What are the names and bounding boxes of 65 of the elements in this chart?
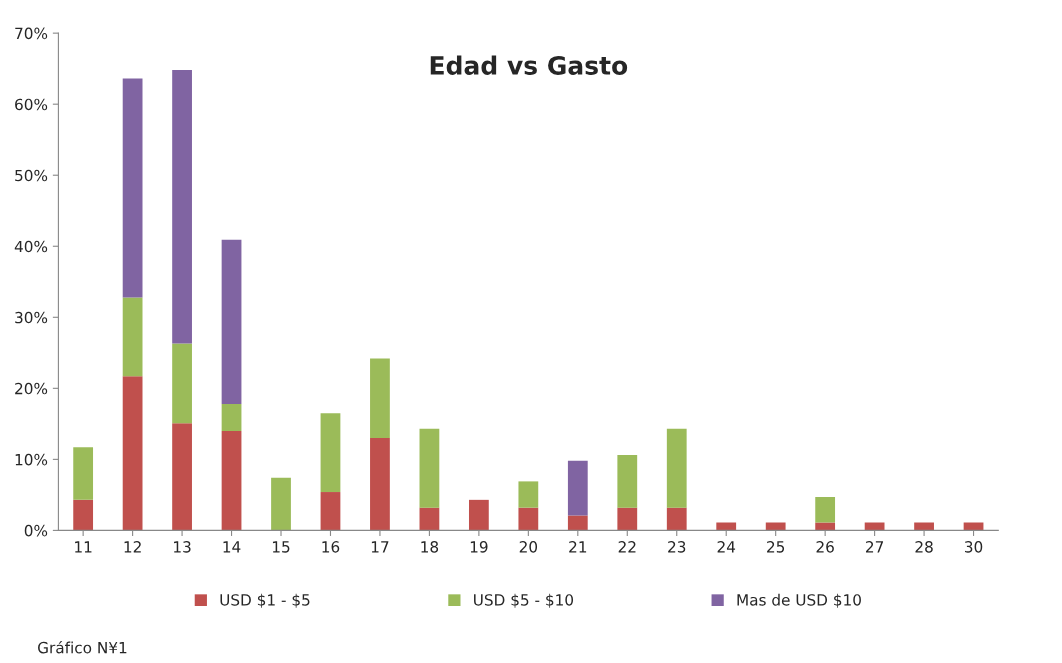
legend-label: USD $5 - $10 <box>474 593 574 608</box>
legend-label: USD $1 - $5 <box>220 593 310 608</box>
x-tick-label: 16 <box>322 541 340 553</box>
bar <box>765 522 786 531</box>
bar <box>73 499 94 531</box>
bar <box>666 428 687 508</box>
y-tick-label: 40% <box>14 240 48 253</box>
x-tick-label: 13 <box>174 541 191 553</box>
bar <box>716 522 737 531</box>
x-tick-label: 14 <box>223 541 241 553</box>
x-tick-label: 11 <box>75 541 92 553</box>
bar <box>122 78 143 298</box>
bar <box>122 297 143 377</box>
bar <box>122 376 143 531</box>
y-tick-label: 20% <box>15 382 48 395</box>
bar <box>567 460 588 516</box>
bar <box>221 403 242 431</box>
y-tick-label: 50% <box>15 169 48 182</box>
y-tick-label: 70% <box>15 27 48 40</box>
bar <box>567 515 588 531</box>
bar <box>172 423 192 531</box>
bar <box>221 430 242 531</box>
x-tick-label: 20 <box>519 541 538 553</box>
bar <box>617 507 638 531</box>
x-tick-label: 21 <box>569 541 587 553</box>
bar <box>73 447 94 500</box>
x-tick-label: 23 <box>668 541 686 553</box>
bar <box>468 499 489 531</box>
bar <box>172 343 192 424</box>
x-tick-label: 22 <box>618 541 636 553</box>
bar <box>419 428 440 508</box>
bar <box>271 477 291 531</box>
y-tick-label: 30% <box>15 311 48 324</box>
legend-label: Mas de USD $10 <box>737 593 861 608</box>
bar <box>815 497 836 523</box>
x-tick-label: 19 <box>470 541 488 553</box>
x-tick-label: 26 <box>816 541 834 553</box>
bar <box>815 522 836 531</box>
bar <box>172 70 192 344</box>
bar <box>320 413 341 493</box>
bar <box>370 438 390 531</box>
x-tick-label: 24 <box>717 541 736 553</box>
y-tick-label: 0% <box>24 524 48 537</box>
bar <box>320 492 341 531</box>
x-tick-label: 15 <box>272 541 290 553</box>
bar <box>518 481 539 508</box>
bar <box>518 507 539 531</box>
bar <box>370 358 390 439</box>
bar <box>666 507 687 531</box>
x-tick-label: 18 <box>421 541 439 553</box>
y-tick-label: 10% <box>15 453 48 466</box>
text: Edad vs Gasto <box>430 55 628 75</box>
x-tick-label: 25 <box>767 541 785 553</box>
bar <box>617 455 638 508</box>
text: Gráfico N¥1 <box>38 640 127 654</box>
x-tick-label: 28 <box>915 541 933 553</box>
x-tick-label: 17 <box>371 541 389 553</box>
x-tick-label: 12 <box>124 541 141 553</box>
x-tick-label: 30 <box>964 541 983 553</box>
bar <box>914 522 934 531</box>
y-tick-label: 60% <box>15 98 48 111</box>
bar <box>864 522 885 531</box>
bar <box>221 239 242 404</box>
x-tick-label: 27 <box>866 541 884 553</box>
bar <box>419 507 440 531</box>
